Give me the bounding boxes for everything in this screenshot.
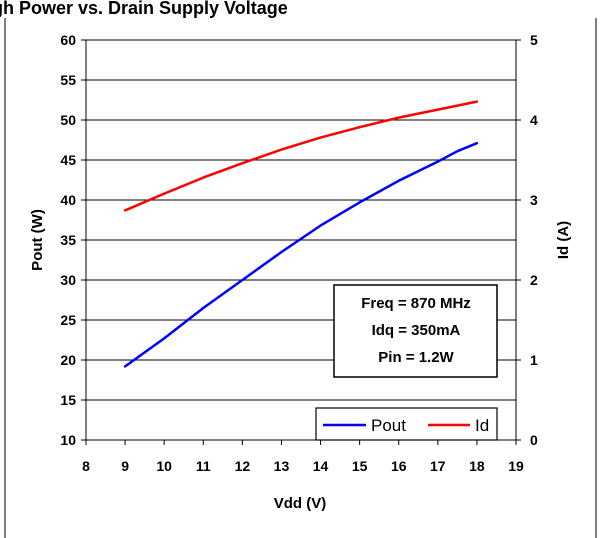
x-tick-label-5: 13 [274,458,290,474]
y2-tick-label-4: 4 [530,112,538,128]
annotation-frame [333,284,498,378]
x-axis-title: Vdd (V) [274,495,327,512]
x-tick-label-3: 11 [196,458,211,474]
annotation-freq: Freq = 870 MHz [361,295,471,312]
axes [81,39,521,445]
y-tick-label-3: 25 [60,312,76,328]
y-tick-label-5: 35 [60,232,76,248]
annotation-box: Freq = 870 MHz Idq = 350mA Pin = 1.2W [333,284,498,378]
y-tick-label-1: 15 [60,392,76,408]
y-tick-label-10: 60 [60,32,76,48]
x-tick-label-7: 15 [352,458,368,474]
y-tick-label-7: 45 [60,152,76,168]
y-tick-label-8: 50 [60,112,76,128]
y-tick-label-2: 20 [60,352,76,368]
y-tick-label-6: 40 [60,192,76,208]
y2-tick-label-1: 1 [530,352,538,368]
x-tick-label-6: 14 [313,458,329,474]
y2-tick-label-3: 3 [530,192,538,208]
x-tick-label-11: 19 [508,458,524,474]
y2-tick-label-5: 5 [530,32,538,48]
y-tick-label-0: 10 [60,432,76,448]
y2-axis-title: Id (A) [555,221,572,259]
legend-label-id: Id [475,416,489,435]
legend-label-pout: Pout [371,416,406,435]
y-tick-label-4: 30 [60,272,76,288]
y-axis-title: Pout (W) [29,209,46,271]
annotation-idq: Idq = 350mA [372,322,461,339]
x-tick-label-8: 16 [391,458,407,474]
legend: Pout Id [315,407,498,441]
x-tick-label-9: 17 [430,458,446,474]
series-lines [123,100,479,368]
x-tick-label-10: 18 [469,458,485,474]
y-tick-label-9: 55 [60,72,76,88]
chart-title: gh Power vs. Drain Supply Voltage [0,0,288,18]
series-line-id [123,100,479,212]
x-tick-label-2: 10 [156,458,172,474]
annotation-pin: Pin = 1.2W [378,349,454,366]
x-tick-label-0: 8 [82,458,90,474]
y2-tick-label-0: 0 [530,432,538,448]
series-line-pout [123,141,479,368]
y2-tick-label-2: 2 [530,272,538,288]
x-tick-label-4: 12 [235,458,251,474]
x-tick-label-1: 9 [121,458,129,474]
